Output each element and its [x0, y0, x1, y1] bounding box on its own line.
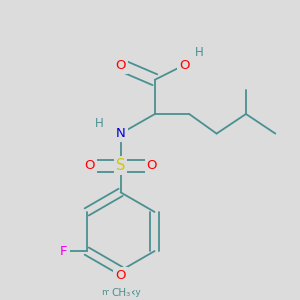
Text: F: F	[60, 244, 68, 258]
Text: S: S	[116, 158, 125, 173]
Text: H: H	[195, 46, 203, 59]
Text: O: O	[116, 58, 126, 71]
Text: O: O	[179, 58, 190, 71]
Text: H: H	[95, 117, 103, 130]
Text: methoxy: methoxy	[101, 288, 140, 297]
Text: N: N	[116, 127, 125, 140]
Text: CH₃: CH₃	[111, 288, 130, 298]
Text: O: O	[84, 159, 94, 172]
Text: O: O	[147, 159, 157, 172]
Text: O: O	[116, 269, 126, 282]
